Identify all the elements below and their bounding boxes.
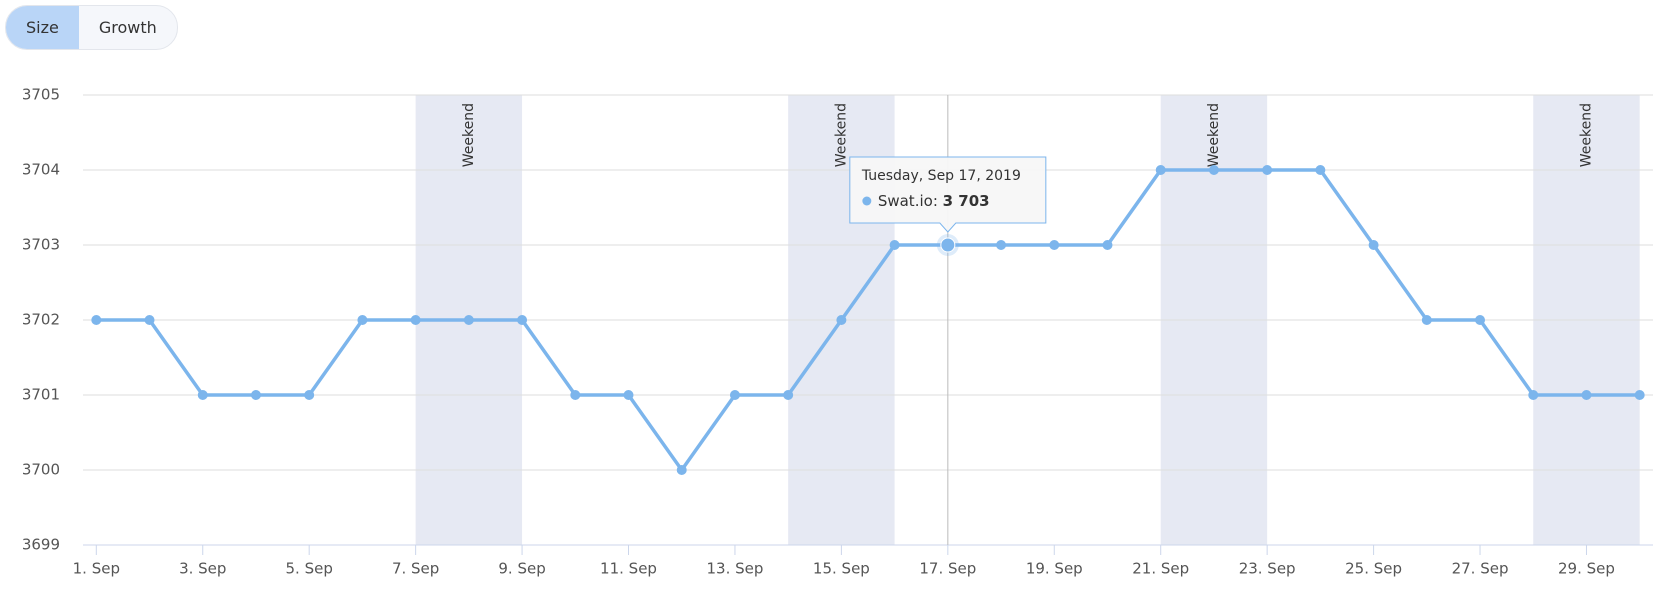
- x-tick-label: 15. Sep: [813, 560, 870, 578]
- x-tick-label: 1. Sep: [73, 560, 120, 578]
- point: [1049, 240, 1060, 250]
- point: [996, 240, 1007, 250]
- y-tick-label: 3700: [22, 461, 60, 479]
- band-label: Weekend: [461, 103, 477, 167]
- point: [570, 390, 581, 400]
- tooltip: Tuesday, Sep 17, 2019 Swat.io: 3 703: [849, 156, 1047, 233]
- x-tick-label: 11. Sep: [600, 560, 657, 578]
- point: [940, 237, 956, 253]
- x-tick-label: 7. Sep: [392, 560, 439, 578]
- point: [623, 390, 634, 400]
- point: [783, 390, 794, 400]
- x-tick-label: 27. Sep: [1452, 560, 1509, 578]
- tooltip-series-name: Swat.io: [878, 192, 933, 210]
- tooltip-value: Swat.io: 3 703: [878, 192, 990, 210]
- point: [517, 315, 528, 325]
- band-label: Weekend: [833, 103, 849, 167]
- band-label: Weekend: [1578, 103, 1594, 167]
- y-tick-label: 3699: [22, 536, 60, 554]
- growth-button[interactable]: Growth: [79, 6, 177, 49]
- tooltip-marker: [862, 196, 872, 206]
- x-tick-label: 3. Sep: [179, 560, 226, 578]
- point: [91, 315, 102, 325]
- band-label: Weekend: [1206, 103, 1222, 167]
- x-tick-label: 5. Sep: [286, 560, 333, 578]
- x-tick-label: 9. Sep: [498, 560, 545, 578]
- point: [304, 390, 315, 400]
- point: [144, 315, 155, 325]
- y-tick-label: 3704: [22, 161, 60, 179]
- point: [410, 315, 421, 325]
- x-tick-label: 25. Sep: [1345, 560, 1402, 578]
- x-tick-label: 17. Sep: [919, 560, 976, 578]
- point: [1315, 165, 1326, 175]
- x-tick-label: 13. Sep: [706, 560, 763, 578]
- tooltip-sep: :: [933, 192, 943, 210]
- series-line: [96, 168, 1640, 472]
- point: [250, 390, 261, 400]
- point: [1581, 390, 1592, 400]
- tooltip-title: Tuesday, Sep 17, 2019: [861, 168, 1021, 184]
- point: [463, 315, 474, 325]
- tooltip-box: [849, 156, 1047, 233]
- point: [357, 315, 368, 325]
- point: [729, 390, 740, 400]
- point: [197, 390, 208, 400]
- x-tick-label: 29. Sep: [1558, 560, 1615, 578]
- point: [1528, 390, 1539, 400]
- size-button[interactable]: Size: [6, 6, 79, 49]
- x-tick-label: 21. Sep: [1132, 560, 1189, 578]
- point: [889, 240, 900, 250]
- point: [1634, 390, 1645, 400]
- x-tick-label: 19. Sep: [1026, 560, 1083, 578]
- point: [1102, 240, 1113, 250]
- y-tick-label: 3703: [22, 236, 60, 254]
- y-tick-label: 3701: [22, 386, 60, 404]
- tooltip-number: 3 703: [943, 192, 990, 210]
- point: [1262, 165, 1273, 175]
- point: [1475, 315, 1486, 325]
- view-toggle: Size Growth: [5, 5, 178, 50]
- point: [1155, 165, 1166, 175]
- point: [1208, 165, 1219, 175]
- y-tick-label: 3702: [22, 311, 60, 329]
- point: [676, 465, 687, 475]
- point: [1368, 240, 1379, 250]
- point: [1421, 315, 1432, 325]
- x-tick-label: 23. Sep: [1239, 560, 1296, 578]
- point: [836, 315, 847, 325]
- y-tick-label: 3705: [22, 86, 60, 104]
